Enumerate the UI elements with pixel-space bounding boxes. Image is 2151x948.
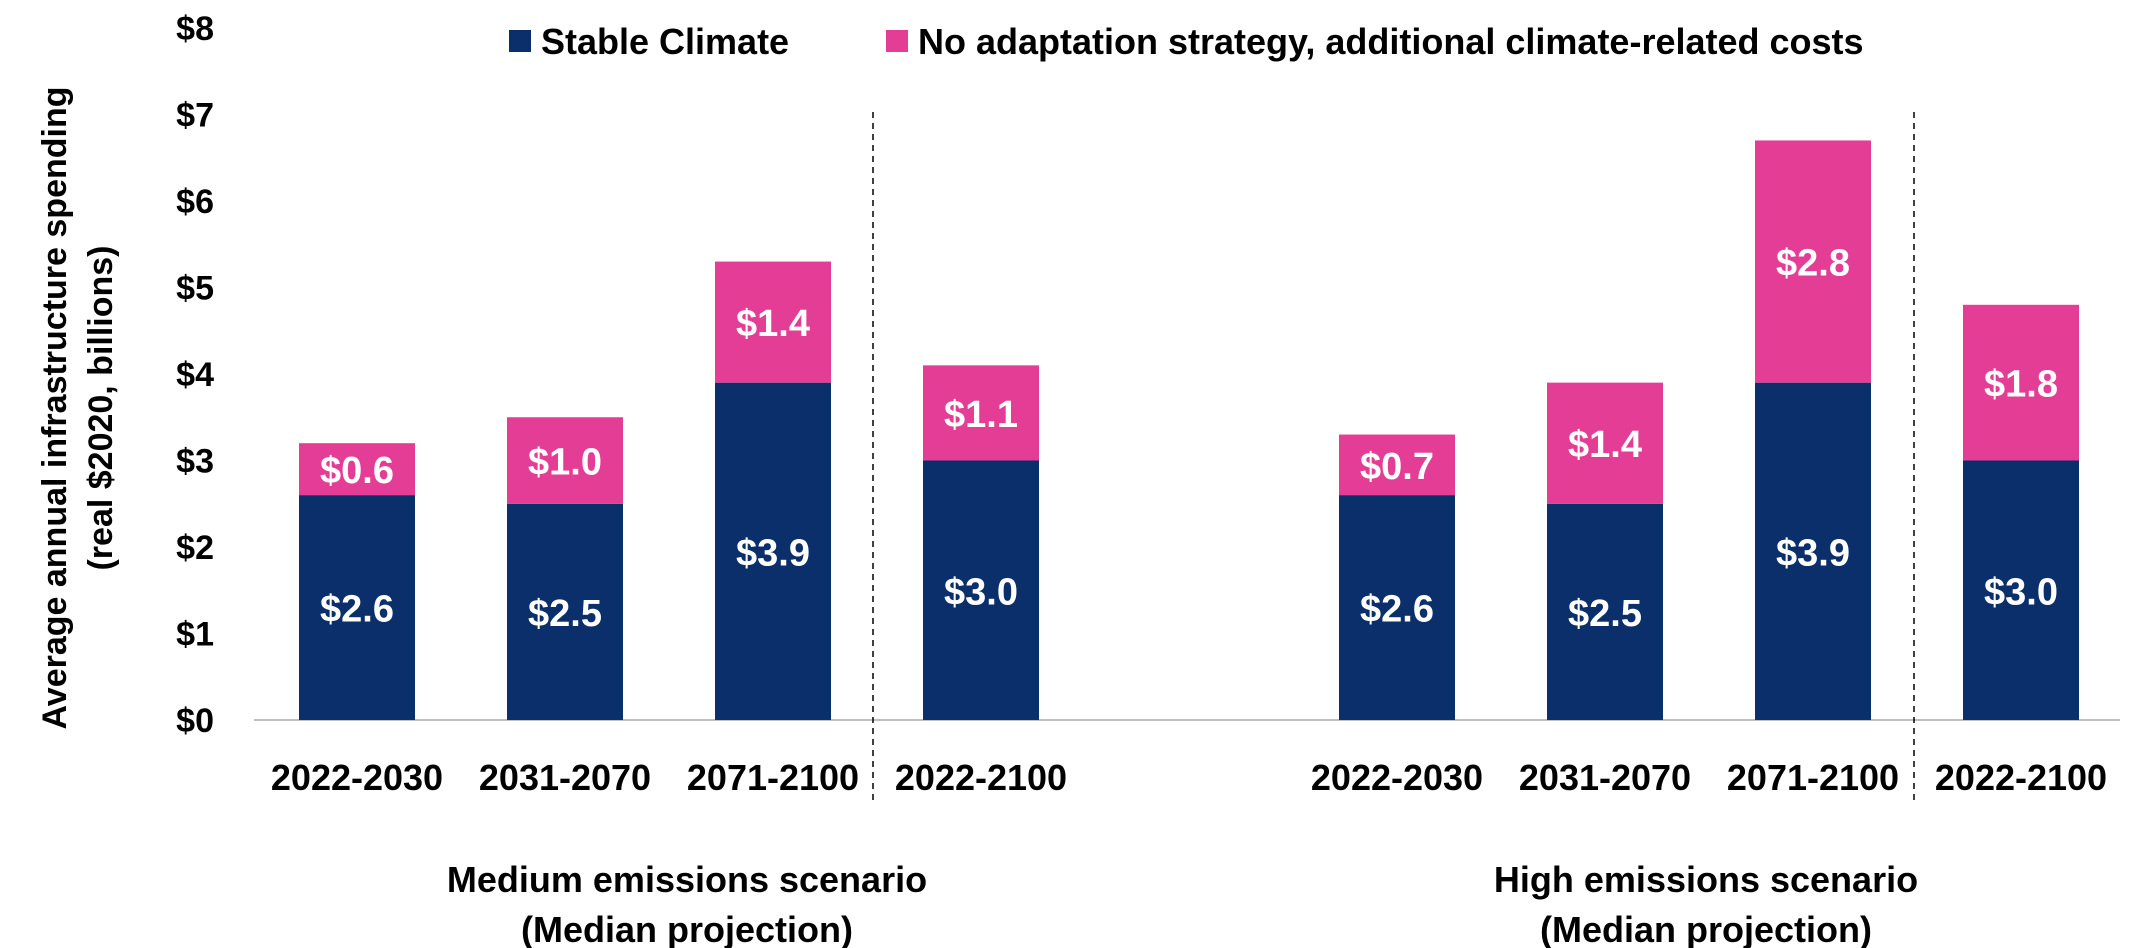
y-axis-title: Average annual infrastructure spending (r… bbox=[36, 87, 120, 730]
stable-climate-segment bbox=[715, 382, 831, 720]
x-category-label: 2022-2030 bbox=[1311, 757, 1483, 798]
legend-entry: No adaptation strategy, additional clima… bbox=[918, 21, 1864, 62]
x-category-label: 2071-2100 bbox=[687, 757, 859, 798]
additional-cost-value-label: $0.7 bbox=[1360, 446, 1434, 488]
x-category-label: 2022-2030 bbox=[271, 757, 443, 798]
scenario-subtitle: (Median projection) bbox=[1540, 909, 1872, 948]
x-category-label: 2031-2070 bbox=[1519, 757, 1691, 798]
additional-cost-value-label: $1.4 bbox=[1568, 424, 1642, 466]
stable-climate-value-label: $2.5 bbox=[528, 593, 602, 635]
additional-cost-segment bbox=[1755, 140, 1871, 383]
stable-climate-segment bbox=[1547, 503, 1663, 720]
stable-climate-segment bbox=[507, 503, 623, 720]
additional-cost-segment bbox=[1339, 434, 1455, 496]
additional-cost-segment bbox=[715, 261, 831, 383]
stable-climate-segment bbox=[299, 495, 415, 720]
legend-entry: Stable Climate bbox=[541, 21, 789, 62]
y-tick-label: $4 bbox=[176, 356, 214, 394]
additional-cost-value-label: $0.6 bbox=[320, 450, 394, 492]
stable-climate-value-label: $2.6 bbox=[1360, 589, 1434, 631]
y-axis-title-line: Average annual infrastructure spending bbox=[36, 87, 74, 730]
y-tick-label: $0 bbox=[176, 702, 214, 740]
additional-cost-segment bbox=[299, 443, 415, 496]
legend-swatch bbox=[509, 30, 531, 52]
stable-climate-value-label: $2.6 bbox=[320, 589, 394, 631]
y-tick-label: $3 bbox=[176, 443, 214, 481]
y-tick-label: $1 bbox=[176, 616, 214, 654]
additional-cost-value-label: $1.0 bbox=[528, 442, 602, 484]
scenario-title: Medium emissions scenario bbox=[447, 859, 927, 900]
x-category-label: 2071-2100 bbox=[1727, 757, 1899, 798]
y-tick-label: $6 bbox=[176, 183, 214, 221]
y-tick-label: $5 bbox=[176, 270, 214, 308]
stable-climate-segment bbox=[1963, 460, 2079, 720]
stable-climate-segment bbox=[1755, 382, 1871, 720]
additional-cost-segment bbox=[1963, 304, 2079, 461]
scenario-subtitle: (Median projection) bbox=[521, 909, 853, 948]
stable-climate-value-label: $3.0 bbox=[1984, 571, 2058, 613]
stable-climate-value-label: $3.9 bbox=[1776, 532, 1850, 574]
additional-cost-value-label: $2.8 bbox=[1776, 243, 1850, 285]
additional-cost-value-label: $1.8 bbox=[1984, 364, 2058, 406]
stable-climate-value-label: $3.0 bbox=[944, 571, 1018, 613]
y-tick-label: $2 bbox=[176, 529, 214, 567]
y-axis-title-line: (real $2020, billions) bbox=[82, 245, 120, 570]
stable-climate-value-label: $3.9 bbox=[736, 532, 810, 574]
x-category-label: 2022-2100 bbox=[1935, 757, 2107, 798]
y-tick-label: $8 bbox=[176, 10, 214, 48]
stable-climate-segment bbox=[923, 460, 1039, 720]
additional-cost-segment bbox=[507, 417, 623, 504]
stable-climate-segment bbox=[1339, 495, 1455, 720]
legend-swatch bbox=[886, 30, 908, 52]
additional-cost-value-label: $1.1 bbox=[944, 394, 1018, 436]
additional-cost-segment bbox=[923, 365, 1039, 461]
additional-cost-segment bbox=[1547, 382, 1663, 504]
stable-climate-value-label: $2.5 bbox=[1568, 593, 1642, 635]
x-category-label: 2022-2100 bbox=[895, 757, 1067, 798]
scenario-title: High emissions scenario bbox=[1494, 859, 1918, 900]
x-category-label: 2031-2070 bbox=[479, 757, 651, 798]
y-tick-label: $7 bbox=[176, 97, 214, 135]
additional-cost-value-label: $1.4 bbox=[736, 303, 810, 345]
